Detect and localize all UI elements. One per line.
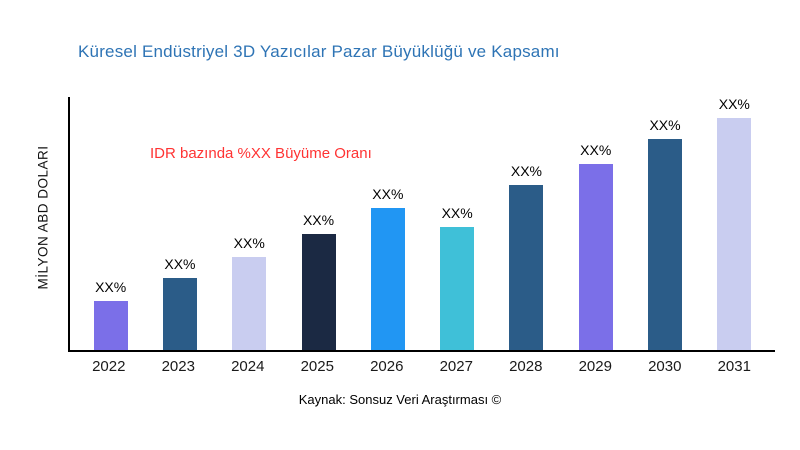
bar-2027	[440, 227, 475, 350]
bar-value-label: XX%	[580, 142, 612, 159]
bar-value-label: XX%	[718, 96, 750, 112]
bar-2029	[578, 164, 613, 350]
bar-2024	[232, 257, 267, 350]
bar-cell: XX%	[215, 235, 284, 350]
bar-cell: XX%	[284, 212, 353, 350]
source-caption: Kaynak: Sonsuz Veri Araştırması ©	[298, 392, 502, 407]
x-axis-tick-labels: 2022 2023 2024 2025 2026 2027 2028 2029 2030 2031	[68, 358, 775, 375]
x-tick-2024: 2024	[231, 358, 265, 375]
x-tick-2025: 2025	[300, 358, 334, 375]
bar-2031	[717, 118, 752, 350]
x-tick-2028: 2028	[509, 358, 543, 375]
x-tick-2026: 2026	[370, 358, 404, 375]
x-tick-2030: 2030	[648, 358, 682, 375]
bar-value-label: XX%	[372, 186, 404, 203]
x-tick-2023: 2023	[161, 358, 195, 375]
bars-group: XX% XX% XX% XX% XX% XX% XX% XX% XX% XX%	[70, 96, 775, 350]
bar-cell: XX%	[630, 117, 699, 350]
bar-2022	[93, 301, 128, 350]
bar-cell: XX%	[422, 205, 491, 350]
bar-value-label: XX%	[164, 256, 196, 273]
bar-2030	[648, 138, 683, 350]
bar-value-label: XX%	[510, 163, 542, 180]
bar-cell: XX%	[700, 96, 769, 350]
bar-cell: XX%	[492, 163, 561, 350]
bar-value-label: XX%	[649, 116, 681, 133]
bar-value-label: XX%	[95, 279, 127, 296]
x-tick-2031: 2031	[717, 358, 751, 375]
bar-value-label: XX%	[441, 205, 473, 222]
plot-area: IDR bazında %XX Büyüme Oranı XX% XX% XX% XX…	[68, 96, 775, 352]
bar-2025	[301, 234, 336, 350]
x-tick-2027: 2027	[439, 358, 473, 375]
chart-title: Küresel Endüstriyel 3D Yazıcılar Pazar B…	[78, 42, 560, 61]
x-tick-2029: 2029	[578, 358, 612, 375]
bar-2023	[162, 278, 197, 350]
bar-2028	[509, 185, 544, 350]
y-axis-label: MİLYON ABD DOLARI	[35, 145, 51, 290]
bar-cell: XX%	[145, 256, 214, 350]
bar-2026	[370, 208, 405, 350]
bar-value-label: XX%	[302, 212, 335, 228]
bar-cell: XX%	[76, 279, 145, 350]
bar-value-label: XX%	[233, 235, 265, 252]
x-tick-2022: 2022	[92, 358, 126, 375]
bar-cell: XX%	[561, 142, 630, 350]
bar-cell: XX%	[353, 186, 422, 350]
growth-annotation: IDR bazında %XX Büyüme Oranı	[150, 145, 372, 162]
